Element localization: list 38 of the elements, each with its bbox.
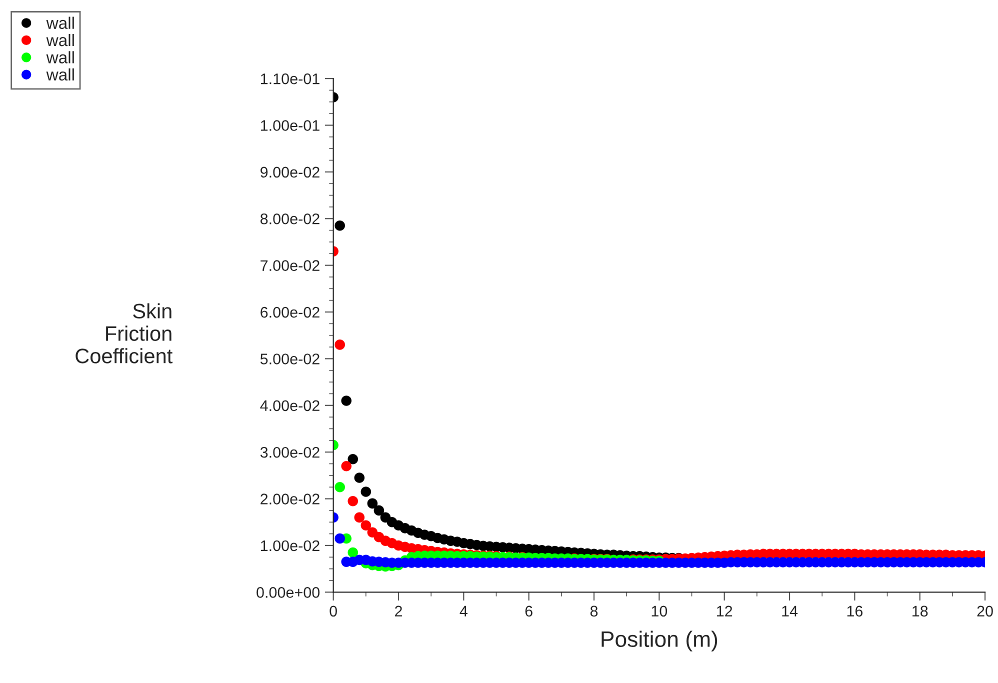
y-tick-label: 6.00e-02 xyxy=(260,306,320,318)
x-tick-label: 12 xyxy=(717,606,732,616)
x-tick-label: 0 xyxy=(330,606,337,617)
legend-label: wall xyxy=(46,68,74,81)
x-tick-label: 4 xyxy=(460,606,468,616)
x-tick-label: 8 xyxy=(590,606,598,617)
x-tick-label: 16 xyxy=(847,606,863,617)
x-tick-label: 6 xyxy=(525,606,532,617)
x-tick-label: 18 xyxy=(912,606,928,617)
y-tick-label: 5.00e-02 xyxy=(260,354,320,364)
x-tick-label: 20 xyxy=(977,606,993,617)
point xyxy=(354,472,365,483)
legend-label: wall xyxy=(46,34,74,46)
point xyxy=(348,454,358,464)
point xyxy=(360,486,372,497)
y-axis-title: Skin Friction Coefficient xyxy=(76,303,173,364)
x-tick-label: 10 xyxy=(652,606,668,617)
x-tick-label: 2 xyxy=(395,606,402,616)
x-axis-title: Position (m) xyxy=(602,630,718,652)
y-tick-label: 2.00e-02 xyxy=(260,494,320,504)
point xyxy=(341,396,352,406)
point xyxy=(367,498,378,509)
point xyxy=(374,505,384,516)
y-tick-label: 3.00e-02 xyxy=(260,446,320,458)
legend-label: wall xyxy=(46,51,74,64)
x-tick-label: 14 xyxy=(782,606,798,616)
y-tick-label: 0.00e+00 xyxy=(256,587,320,598)
y-tick-label: 9.00e-02 xyxy=(260,166,320,178)
point xyxy=(334,220,345,231)
y-tick-label: 1.00e-02 xyxy=(260,540,320,552)
y-tick-label: 1.10e-01 xyxy=(260,73,320,84)
y-tick-label: 4.00e-02 xyxy=(260,400,320,412)
y-tick-label: 7.00e-02 xyxy=(260,260,320,271)
y-tick-label: 8.00e-02 xyxy=(260,213,320,224)
point xyxy=(348,547,358,558)
y-tick-label: 1.00e-01 xyxy=(260,120,320,131)
point xyxy=(334,482,345,492)
legend-label: wall xyxy=(46,16,74,29)
